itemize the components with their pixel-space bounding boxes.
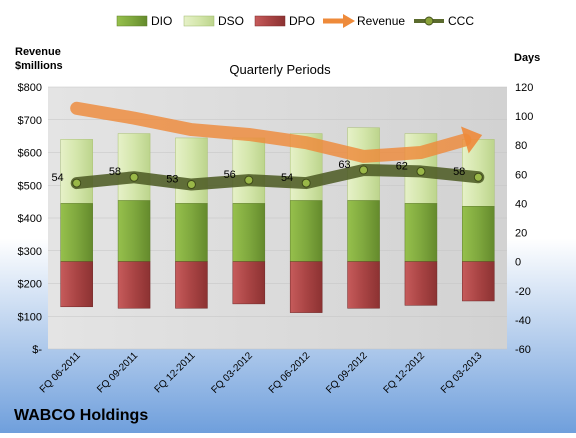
ccc-point (129, 172, 139, 182)
bar-dso (175, 137, 208, 204)
ccc-point (72, 178, 82, 188)
bar-dio (404, 203, 438, 262)
ccc-data-label: 62 (396, 160, 408, 172)
ccc-data-label: 58 (109, 166, 121, 178)
bar-dso (117, 133, 151, 201)
legend-label-revenue: Revenue (357, 14, 405, 28)
legend-swatch-ccc (414, 16, 444, 26)
legend-label-dso: DSO (218, 14, 244, 28)
chart-title: Quarterly Periods (229, 62, 331, 77)
ccc-line (70, 163, 485, 191)
legend-label-dio: DIO (151, 14, 172, 28)
bar-dso (232, 137, 266, 204)
bar-dpo (404, 261, 438, 306)
right-tick-label: 80 (515, 140, 527, 152)
ccc-data-label: 63 (338, 159, 350, 171)
left-axis-ticks: $- $100 $200 $300 $400 $500 $600 $700 $800 (18, 82, 43, 356)
legend-swatch-revenue (323, 14, 355, 28)
ccc-data-label: 54 (281, 172, 293, 184)
right-axis-title: Days (514, 52, 540, 64)
left-tick-label: $700 (18, 115, 42, 127)
ccc-data-label: 56 (224, 169, 236, 181)
bar-dpo (117, 261, 151, 309)
legend-swatch-dso (183, 15, 215, 27)
ccc-point (244, 175, 254, 185)
bar-dio (347, 200, 380, 262)
left-tick-label: $500 (18, 180, 42, 192)
right-tick-label: 60 (515, 169, 527, 181)
ccc-point (416, 166, 426, 176)
bar-dpo (232, 261, 266, 305)
bar-dpo (347, 261, 380, 309)
right-tick-label: -20 (515, 286, 531, 298)
right-tick-label: 100 (515, 111, 533, 123)
bar-dio (60, 203, 93, 262)
right-tick-label: -60 (515, 344, 531, 356)
revenue-series (70, 101, 483, 163)
revenue-line (70, 101, 472, 163)
left-tick-label: $200 (18, 279, 42, 291)
ccc-point (186, 180, 196, 190)
left-tick-label: $600 (18, 148, 42, 160)
company-name: WABCO Holdings (14, 407, 148, 424)
bar-dso (60, 139, 93, 204)
bar-dio (175, 203, 208, 262)
bar-dio (462, 206, 495, 262)
legend-swatch-dio (116, 15, 148, 27)
bar-dpo (289, 261, 323, 313)
left-tick-label: $300 (18, 246, 42, 258)
bar-dpo (60, 261, 93, 308)
bar-dpo (462, 261, 495, 302)
left-tick-label: $800 (18, 82, 42, 94)
left-tick-label: $400 (18, 213, 42, 225)
bar-dpo (175, 261, 208, 309)
bar-dio (289, 200, 323, 262)
right-tick-label: 0 (515, 257, 521, 269)
ccc-data-label: 53 (166, 174, 178, 186)
revenue-arrowhead (461, 126, 483, 154)
bar-dio (117, 200, 151, 262)
right-tick-label: 40 (515, 198, 527, 210)
legend-label-dpo: DPO (289, 14, 315, 28)
ccc-point (473, 172, 483, 182)
ccc-data-label: 54 (51, 172, 63, 184)
ccc-point (359, 165, 369, 175)
right-axis-ticks: -60 -40 -20 0 20 40 60 80 100 120 (515, 82, 533, 356)
right-tick-label: 120 (515, 82, 533, 94)
legend-label-ccc: CCC (448, 14, 474, 28)
ccc-series: 54 58 53 56 54 63 62 58 (51, 159, 485, 191)
left-tick-label: $- (32, 344, 42, 356)
ccc-point (301, 178, 311, 188)
legend-swatch-dpo (254, 15, 286, 27)
ccc-data-label: 58 (453, 166, 465, 178)
right-tick-label: -40 (515, 315, 531, 327)
right-tick-label: 20 (515, 228, 527, 240)
left-tick-label: $100 (18, 311, 42, 323)
left-axis-title-line1: Revenue (15, 46, 61, 58)
legend: DIO DSO DPO Revenue CCC (116, 14, 474, 28)
left-axis-title-line2: $millions (15, 60, 63, 72)
bar-dio (232, 203, 266, 262)
